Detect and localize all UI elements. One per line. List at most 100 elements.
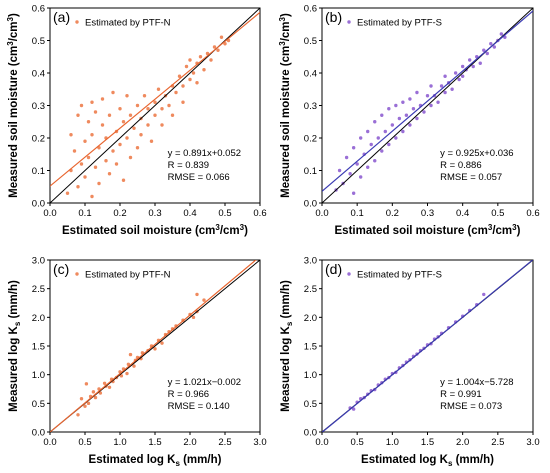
y-tick-label: 2.5: [32, 284, 45, 295]
data-point: [337, 168, 342, 173]
y-axis-title-sup: 3: [6, 41, 15, 46]
data-point: [146, 123, 150, 127]
data-point: [132, 364, 136, 368]
data-point: [128, 155, 133, 160]
data-point: [439, 84, 444, 88]
data-point: [83, 139, 87, 143]
data-point: [132, 126, 136, 130]
data-point: [125, 371, 129, 376]
y-tick-label: 1.5: [32, 342, 45, 353]
data-point: [135, 146, 140, 150]
x-axis-title-prefix: Estimated soil moisture (cm: [62, 225, 215, 237]
y-tick-label: 0.2: [32, 134, 45, 145]
data-point: [177, 74, 182, 78]
data-point: [499, 32, 504, 36]
x-axis-title-sup: 3: [488, 223, 493, 232]
data-point: [380, 149, 384, 153]
y-axis-title-suffix: ): [8, 13, 20, 17]
data-point: [401, 129, 405, 134]
data-point: [457, 77, 461, 82]
data-point: [153, 113, 157, 117]
data-point: [404, 113, 409, 117]
data-point: [355, 162, 359, 166]
y-tick-label: 1.0: [304, 370, 317, 381]
data-point: [125, 136, 129, 140]
data-point: [394, 103, 398, 108]
stat-line: RMSE = 0.073: [440, 401, 502, 412]
data-point: [160, 341, 164, 345]
data-point: [91, 390, 96, 394]
data-point: [471, 64, 475, 69]
data-point: [408, 97, 412, 101]
data-point: [181, 100, 185, 104]
data-point: [482, 48, 486, 52]
y-axis-title-sup2: 3: [278, 16, 287, 21]
x-axis-title: Estimated soil moisture (cm3/cm3): [335, 223, 521, 237]
data-point: [394, 136, 398, 140]
data-point: [489, 42, 493, 46]
y-tick-label: 1.0: [32, 370, 45, 381]
data-point: [188, 77, 192, 82]
stat-line: R = 0.839: [168, 160, 209, 171]
legend-marker: [347, 20, 351, 24]
y-axis-title-sub: s: [13, 321, 22, 326]
x-axis-title-mid: /cm: [492, 225, 512, 237]
data-point: [387, 142, 391, 147]
y-tick-label: 0.5: [32, 399, 45, 410]
x-tick-label: 0.1: [351, 208, 364, 219]
regression-line: [322, 260, 533, 432]
data-point: [191, 315, 196, 320]
data-point: [383, 129, 387, 134]
data-point: [191, 71, 196, 75]
data-point: [170, 113, 175, 117]
y-axis-title-prefix: Measured soil moisture (cm: [8, 46, 20, 198]
data-point: [100, 123, 105, 127]
y-axis-title-mid: /cm: [280, 21, 292, 41]
data-point: [212, 45, 217, 49]
x-tick-label: 2.5: [218, 437, 231, 448]
data-point: [93, 165, 98, 169]
data-point: [100, 97, 105, 101]
data-point: [478, 61, 482, 65]
stat-line: RMSE = 0.140: [168, 401, 230, 412]
y-tick-label: 2.0: [32, 313, 45, 324]
y-axis-title: Measured log Ks (mm/h): [280, 280, 294, 412]
data-point: [181, 84, 185, 88]
x-tick-label: 2.0: [183, 437, 196, 448]
y-tick-label: 0.0: [304, 428, 317, 439]
y-tick-label: 0.4: [32, 69, 45, 80]
y-axis-title-sup2: 3: [6, 16, 15, 21]
data-point: [376, 136, 380, 140]
x-axis-title-prefix: Estimated log K: [361, 454, 449, 466]
x-axis-title-prefix: Estimated log K: [89, 454, 177, 466]
x-axis-title-mid: /cm: [220, 225, 240, 237]
data-point: [79, 103, 84, 108]
legend-label: Estimated by PTF-N: [85, 270, 171, 281]
data-point: [160, 123, 164, 127]
x-axis-title-sub: s: [175, 459, 180, 468]
x-tick-label: 0.6: [253, 208, 266, 219]
data-point: [390, 123, 395, 127]
x-tick-label: 0.0: [43, 208, 56, 219]
data-point: [153, 347, 157, 351]
data-point: [366, 129, 370, 134]
data-point: [119, 374, 124, 378]
data-point: [373, 120, 377, 124]
data-point: [429, 84, 433, 88]
data-point: [125, 94, 129, 98]
x-tick-label: 0.6: [526, 208, 539, 219]
y-tick-label: 1.5: [304, 342, 317, 353]
y-tick-label: 0.5: [304, 36, 317, 47]
x-tick-label: 0.5: [351, 437, 364, 448]
stat-line: R = 0.966: [168, 389, 209, 400]
x-axis-title-suffix: ): [517, 225, 521, 237]
y-tick-label: 0.6: [32, 4, 45, 15]
data-point: [128, 352, 133, 357]
x-tick-label: 0.0: [315, 437, 328, 448]
x-tick-label: 0.4: [456, 208, 469, 219]
data-point: [380, 113, 384, 117]
plot-area: [50, 260, 260, 432]
plot-area: [322, 260, 533, 432]
